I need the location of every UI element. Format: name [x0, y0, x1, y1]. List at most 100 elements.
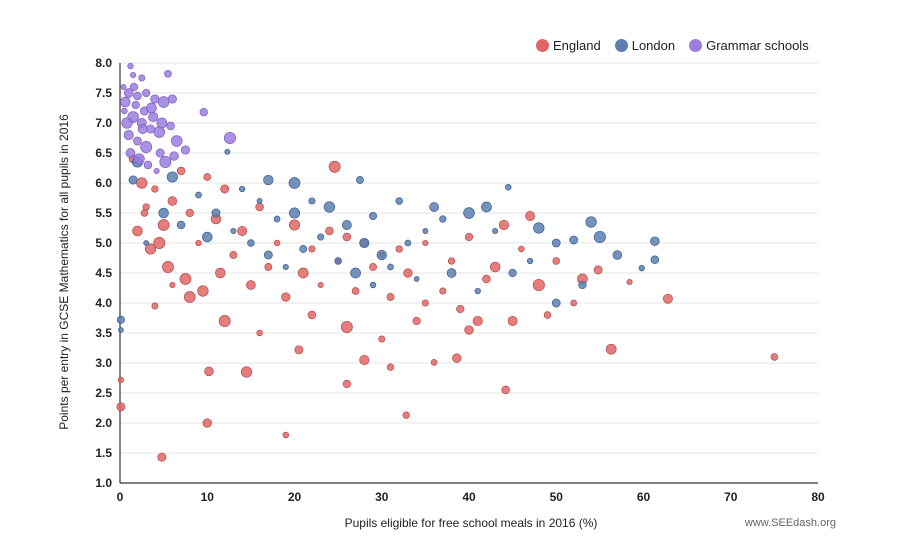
data-point[interactable]	[123, 129, 134, 141]
data-point[interactable]	[501, 385, 510, 395]
data-point[interactable]	[137, 124, 148, 134]
data-point[interactable]	[146, 102, 157, 114]
data-point[interactable]	[439, 287, 447, 295]
data-point[interactable]	[447, 257, 456, 265]
data-point[interactable]	[593, 265, 603, 275]
data-point[interactable]	[294, 345, 304, 355]
data-point[interactable]	[255, 202, 264, 212]
data-point[interactable]	[378, 335, 386, 343]
data-point[interactable]	[456, 304, 465, 314]
data-point[interactable]	[650, 255, 660, 265]
data-point[interactable]	[119, 96, 131, 108]
data-point[interactable]	[116, 402, 126, 412]
data-point[interactable]	[430, 359, 438, 366]
data-point[interactable]	[482, 274, 491, 284]
data-point[interactable]	[273, 239, 281, 247]
data-point[interactable]	[422, 228, 429, 234]
data-point[interactable]	[204, 366, 214, 377]
data-point[interactable]	[307, 310, 317, 320]
data-point[interactable]	[334, 257, 342, 265]
data-point[interactable]	[140, 141, 153, 153]
data-point[interactable]	[224, 148, 231, 155]
data-point[interactable]	[131, 100, 140, 110]
data-point[interactable]	[203, 173, 212, 181]
data-point[interactable]	[123, 88, 134, 98]
data-point[interactable]	[288, 207, 301, 219]
data-point[interactable]	[281, 292, 291, 302]
data-point[interactable]	[429, 202, 439, 212]
data-point[interactable]	[593, 230, 606, 244]
data-point[interactable]	[355, 176, 364, 184]
data-point[interactable]	[340, 321, 353, 333]
data-point[interactable]	[176, 166, 186, 176]
data-point[interactable]	[359, 237, 370, 249]
data-point[interactable]	[282, 263, 289, 271]
data-point[interactable]	[240, 366, 253, 378]
data-point[interactable]	[116, 315, 125, 324]
data-point[interactable]	[386, 293, 395, 301]
data-point[interactable]	[256, 329, 263, 337]
data-point[interactable]	[256, 198, 263, 204]
data-point[interactable]	[585, 216, 597, 228]
data-point[interactable]	[439, 215, 447, 223]
data-point[interactable]	[552, 257, 560, 265]
data-point[interactable]	[413, 276, 420, 282]
data-point[interactable]	[376, 249, 387, 261]
data-point[interactable]	[263, 174, 274, 186]
data-point[interactable]	[220, 184, 230, 194]
data-point[interactable]	[308, 245, 316, 253]
data-point[interactable]	[164, 69, 172, 78]
data-point[interactable]	[464, 232, 474, 242]
data-point[interactable]	[166, 171, 178, 183]
data-point[interactable]	[121, 117, 133, 129]
data-point[interactable]	[230, 227, 237, 235]
data-point[interactable]	[176, 220, 186, 230]
data-point[interactable]	[179, 273, 192, 285]
data-point[interactable]	[183, 291, 196, 303]
data-point[interactable]	[120, 84, 127, 90]
data-point[interactable]	[387, 263, 394, 271]
data-point[interactable]	[156, 117, 168, 129]
legend-item-grammar-schools[interactable]: Grammar schools	[689, 38, 809, 53]
data-point[interactable]	[121, 107, 128, 115]
data-point[interactable]	[273, 215, 281, 223]
data-point[interactable]	[138, 74, 146, 82]
data-point[interactable]	[386, 363, 395, 371]
data-point[interactable]	[297, 267, 309, 279]
data-point[interactable]	[167, 196, 178, 206]
data-point[interactable]	[492, 227, 499, 235]
data-point[interactable]	[472, 315, 483, 327]
data-point[interactable]	[151, 185, 159, 193]
data-point[interactable]	[402, 411, 410, 419]
data-point[interactable]	[199, 108, 208, 117]
data-point[interactable]	[421, 299, 429, 307]
data-point[interactable]	[368, 211, 378, 221]
data-point[interactable]	[229, 251, 238, 259]
data-point[interactable]	[167, 94, 177, 104]
data-point[interactable]	[612, 250, 623, 260]
data-point[interactable]	[169, 281, 176, 289]
data-point[interactable]	[650, 236, 660, 246]
data-point[interactable]	[166, 121, 175, 131]
data-point[interactable]	[507, 316, 518, 326]
data-point[interactable]	[127, 62, 134, 70]
data-point[interactable]	[195, 239, 202, 247]
data-point[interactable]	[505, 183, 512, 191]
data-point[interactable]	[770, 353, 779, 361]
data-point[interactable]	[130, 71, 137, 79]
data-point[interactable]	[263, 250, 273, 260]
credit-text[interactable]: www.SEEdash.org	[744, 517, 836, 529]
data-point[interactable]	[282, 431, 290, 439]
data-point[interactable]	[157, 96, 170, 108]
data-point[interactable]	[359, 354, 370, 366]
data-point[interactable]	[125, 148, 136, 158]
data-point[interactable]	[342, 232, 352, 242]
data-point[interactable]	[395, 245, 403, 253]
data-point[interactable]	[185, 208, 194, 218]
data-point[interactable]	[246, 280, 256, 290]
data-point[interactable]	[223, 131, 236, 145]
data-point[interactable]	[404, 239, 412, 247]
data-point[interactable]	[162, 261, 174, 273]
data-point[interactable]	[142, 88, 151, 98]
data-point[interactable]	[288, 177, 301, 189]
